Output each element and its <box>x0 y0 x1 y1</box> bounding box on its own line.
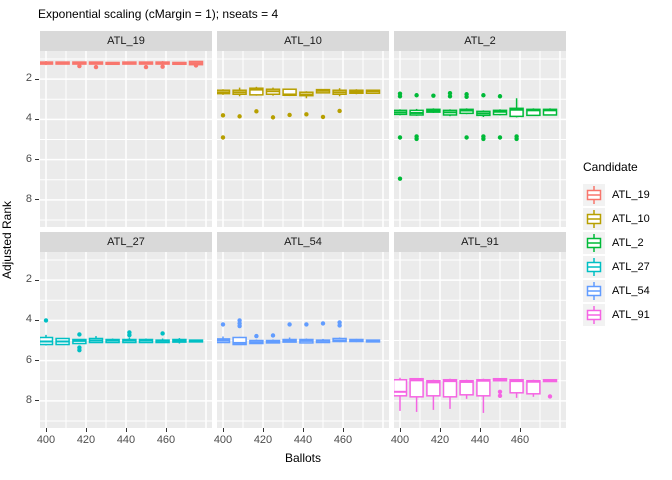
x-tick-mark <box>479 428 481 432</box>
x-tick-mark <box>439 428 441 432</box>
legend-entry-ATL_54: ATL_54 <box>583 279 650 302</box>
y-tick-mark <box>35 400 39 402</box>
x-tick-label: 460 <box>333 434 353 446</box>
legend-entry-label: ATL_2 <box>612 236 644 249</box>
y-axis-title: Adjusted Rank <box>0 200 14 280</box>
y-tick-label: 6 <box>25 152 32 165</box>
x-tick-mark <box>222 428 224 432</box>
x-tick-label: 440 <box>293 434 313 446</box>
x-tick-mark <box>519 428 521 432</box>
legend-title: Candidate <box>583 160 638 174</box>
x-tick-label: 400 <box>213 434 233 446</box>
y-tick-mark <box>35 199 39 201</box>
x-tick-mark <box>85 428 87 432</box>
boxplot-key-icon <box>583 183 605 206</box>
x-tick-label: 440 <box>116 434 136 446</box>
boxplot-key-icon <box>583 231 605 254</box>
x-tick-label: 440 <box>470 434 490 446</box>
x-tick-mark <box>302 428 304 432</box>
y-tick-label: 2 <box>25 273 32 286</box>
facet-panel-ATL_19 <box>40 51 212 227</box>
facet-strip-ATL_2: ATL_2 <box>394 31 566 51</box>
boxplot-key-icon <box>583 207 605 230</box>
x-tick-label: 460 <box>510 434 530 446</box>
facet-panel-ATL_91 <box>394 252 566 428</box>
facet-strip-ATL_54: ATL_54 <box>217 232 389 252</box>
y-tick-mark <box>35 78 39 80</box>
legend: Candidate ATL_19 ATL_10 ATL_2 ATL_27 ATL_54 A… <box>583 160 650 327</box>
x-tick-label: 420 <box>253 434 273 446</box>
facet-panel-ATL_27 <box>40 252 212 428</box>
x-tick-label: 420 <box>76 434 96 446</box>
x-tick-label: 420 <box>430 434 450 446</box>
facet-panel-ATL_10 <box>217 51 389 227</box>
facet-strip-ATL_10: ATL_10 <box>217 31 389 51</box>
facet-panel-ATL_54 <box>217 252 389 428</box>
legend-entries: ATL_19 ATL_10 ATL_2 ATL_27 ATL_54 ATL_91 <box>583 183 650 326</box>
legend-entry-ATL_91: ATL_91 <box>583 303 650 326</box>
y-tick-mark <box>35 159 39 161</box>
legend-entry-ATL_19: ATL_19 <box>583 183 650 206</box>
legend-entry-label: ATL_91 <box>612 308 650 321</box>
y-tick-label: 8 <box>25 393 32 406</box>
y-tick-label: 8 <box>25 192 32 205</box>
legend-entry-ATL_27: ATL_27 <box>583 255 650 278</box>
facet-strip-ATL_91: ATL_91 <box>394 232 566 252</box>
legend-entry-label: ATL_27 <box>612 260 650 273</box>
y-tick-mark <box>35 360 39 362</box>
x-tick-mark <box>125 428 127 432</box>
y-tick-mark <box>35 279 39 281</box>
y-tick-label: 4 <box>25 313 32 326</box>
x-axis-title: Ballots <box>284 451 322 465</box>
x-tick-mark <box>342 428 344 432</box>
x-tick-label: 400 <box>36 434 56 446</box>
x-tick-mark <box>399 428 401 432</box>
y-tick-label: 6 <box>25 353 32 366</box>
facet-panel-ATL_2 <box>394 51 566 227</box>
legend-entry-label: ATL_54 <box>612 284 650 297</box>
boxplot-key-icon <box>583 303 605 326</box>
y-tick-mark <box>35 319 39 321</box>
facet-strip-ATL_27: ATL_27 <box>40 232 212 252</box>
legend-entry-label: ATL_10 <box>612 212 650 225</box>
y-tick-mark <box>35 118 39 120</box>
legend-entry-ATL_2: ATL_2 <box>583 231 650 254</box>
legend-entry-label: ATL_19 <box>612 188 650 201</box>
boxplot-key-icon <box>583 279 605 302</box>
x-tick-mark <box>165 428 167 432</box>
boxplot-key-icon <box>583 255 605 278</box>
facet-strip-ATL_19: ATL_19 <box>40 31 212 51</box>
x-tick-label: 460 <box>156 434 176 446</box>
x-tick-mark <box>262 428 264 432</box>
y-tick-label: 2 <box>25 72 32 85</box>
plot-title: Exponential scaling (cMargin = 1); nseat… <box>38 7 279 21</box>
legend-entry-ATL_10: ATL_10 <box>583 207 650 230</box>
x-tick-label: 400 <box>390 434 410 446</box>
x-tick-mark <box>45 428 47 432</box>
y-tick-label: 4 <box>25 112 32 125</box>
